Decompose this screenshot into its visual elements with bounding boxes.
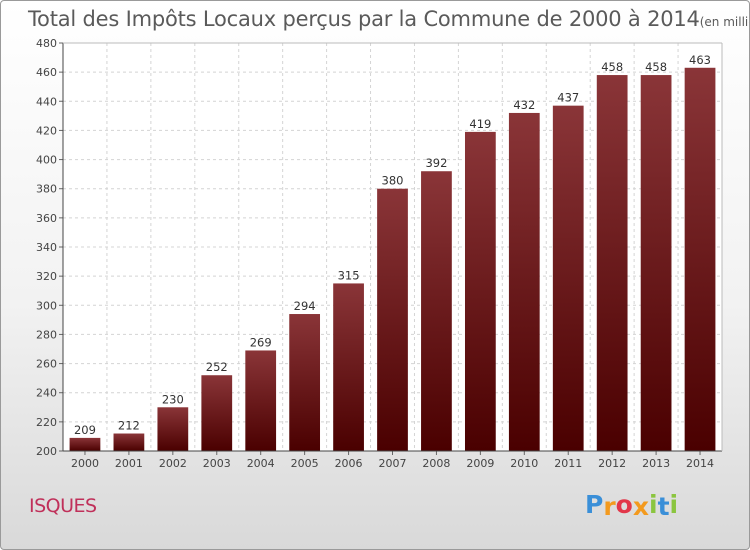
x-tick-label-2004: 2004 bbox=[247, 457, 275, 470]
data-label-2006: 315 bbox=[338, 268, 360, 282]
x-tick-label-2008: 2008 bbox=[422, 457, 450, 470]
logo-letter: r bbox=[603, 492, 616, 521]
bar-2006 bbox=[333, 283, 364, 451]
data-label-2003: 252 bbox=[206, 360, 228, 374]
bar-2001 bbox=[113, 433, 145, 451]
bar-2014 bbox=[684, 67, 716, 452]
logo-letter: x bbox=[632, 492, 649, 521]
axes bbox=[59, 42, 723, 455]
grid-lines bbox=[63, 42, 722, 451]
logo-letter: P bbox=[585, 490, 604, 519]
x-tick-label-2012: 2012 bbox=[598, 457, 626, 470]
proxiti-logo[interactable]: Proxiti bbox=[585, 490, 679, 521]
commune-name: ISQUES bbox=[29, 495, 97, 517]
data-label-2005: 294 bbox=[294, 299, 316, 313]
data-label-2012: 458 bbox=[601, 60, 623, 74]
bar-2002 bbox=[157, 407, 189, 451]
data-label-2014: 463 bbox=[689, 53, 711, 67]
y-tick-label: 340 bbox=[36, 241, 57, 254]
y-tick-label: 260 bbox=[36, 358, 57, 371]
data-label-2009: 419 bbox=[469, 117, 491, 131]
x-tick-label-2011: 2011 bbox=[554, 457, 582, 470]
bar-2005 bbox=[289, 314, 321, 451]
data-label-2000: 209 bbox=[74, 423, 96, 437]
x-tick-label-2000: 2000 bbox=[71, 457, 99, 470]
x-tick-label-2007: 2007 bbox=[379, 457, 407, 470]
data-label-2002: 230 bbox=[162, 392, 184, 406]
x-tick-label-2005: 2005 bbox=[291, 457, 319, 470]
bar-2007 bbox=[377, 188, 408, 451]
bar-2013 bbox=[640, 75, 672, 452]
data-label-2007: 380 bbox=[382, 174, 404, 188]
x-tick-label-2010: 2010 bbox=[510, 457, 538, 470]
x-tick-label-2001: 2001 bbox=[115, 457, 143, 470]
y-tick-label: 400 bbox=[36, 154, 57, 167]
y-tick-label: 320 bbox=[36, 270, 57, 283]
chart-title-text: Total des Impôts Locaux perçus par la Co… bbox=[28, 7, 700, 31]
bar-2000 bbox=[69, 437, 101, 451]
bar-2004 bbox=[245, 350, 277, 451]
x-tick-label-2003: 2003 bbox=[203, 457, 231, 470]
y-tick-label: 240 bbox=[36, 387, 57, 400]
chart-title: Total des Impôts Locaux perçus par la Co… bbox=[28, 7, 749, 31]
x-tick-label-2002: 2002 bbox=[159, 457, 187, 470]
logo-letter: i bbox=[649, 490, 658, 519]
labels: 200 220 240 260 280 300 320 340 360 380 400 420 440 4… bbox=[36, 37, 714, 470]
y-tick-label: 440 bbox=[36, 95, 57, 108]
y-tick-label: 360 bbox=[36, 212, 57, 225]
y-tick-label: 420 bbox=[36, 124, 57, 137]
data-label-2008: 392 bbox=[425, 156, 447, 170]
data-label-2011: 437 bbox=[557, 91, 579, 105]
bar-2011 bbox=[552, 105, 584, 452]
y-tick-label: 300 bbox=[36, 299, 57, 312]
bar-2012 bbox=[596, 75, 628, 452]
bar-2010 bbox=[508, 112, 540, 451]
x-tick-label-2009: 2009 bbox=[466, 457, 494, 470]
y-tick-label: 460 bbox=[36, 66, 57, 79]
bars bbox=[69, 67, 716, 452]
logo-letter: o bbox=[615, 490, 633, 519]
x-tick-label-2013: 2013 bbox=[642, 457, 670, 470]
chart-unit-note: (en milliers d'€) bbox=[699, 15, 749, 29]
x-tick-label-2006: 2006 bbox=[335, 457, 363, 470]
y-tick-label: 480 bbox=[36, 37, 57, 50]
y-tick-label: 380 bbox=[36, 183, 57, 196]
data-label-2010: 432 bbox=[513, 98, 535, 112]
data-label-2013: 458 bbox=[645, 60, 667, 74]
y-tick-label: 200 bbox=[36, 445, 57, 458]
x-tick-label-2014: 2014 bbox=[686, 457, 714, 470]
bar-2003 bbox=[201, 375, 233, 451]
logo-letter: t bbox=[657, 492, 670, 521]
logo-letter: i bbox=[669, 490, 679, 519]
data-label-2001: 212 bbox=[118, 419, 140, 433]
y-tick-label: 220 bbox=[36, 416, 57, 429]
bar-2009 bbox=[464, 131, 496, 451]
y-tick-label: 280 bbox=[36, 328, 57, 341]
bar-2008 bbox=[421, 171, 452, 451]
data-label-2004: 269 bbox=[250, 335, 272, 349]
